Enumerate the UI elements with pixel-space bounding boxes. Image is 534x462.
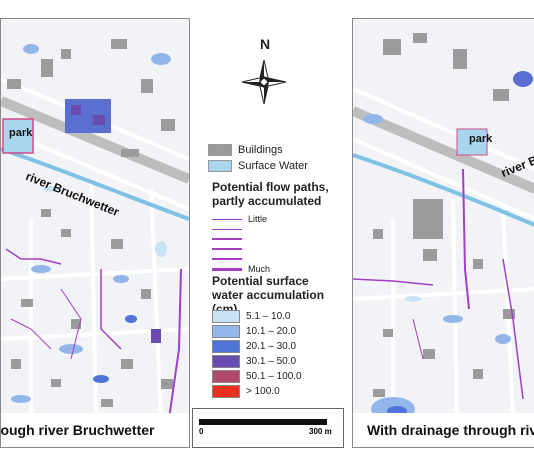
flow-level-row: [212, 224, 312, 234]
river-line: [1, 147, 189, 221]
surface-water-swatch: [208, 160, 232, 172]
buildings-swatch: [208, 144, 232, 156]
accum-class-row: 10.1 – 20.0: [212, 325, 296, 338]
flow-level-row: [212, 234, 312, 244]
legend-surface-water: Surface Water: [208, 160, 308, 172]
flow-title: Potential flow paths, partly accumulated: [212, 180, 329, 208]
north-arrow-icon: [241, 59, 287, 105]
flow-level-line: [212, 267, 242, 271]
accum-class-row: 30.1 – 50.0: [212, 355, 296, 368]
accum-class-label: > 100.0: [246, 386, 280, 397]
accum-class-row: 20.1 – 30.0: [212, 340, 296, 353]
surface-water-label: Surface Water: [238, 160, 308, 172]
accum-class-swatch: [212, 340, 240, 353]
accum-class-swatch: [212, 385, 240, 398]
legend-panel: N Buildings Surface Water Potential flow…: [190, 18, 350, 446]
flow-level-row: Much: [212, 264, 312, 274]
north-letter: N: [260, 36, 271, 52]
buildings-label: Buildings: [238, 144, 283, 156]
accum-class-swatch: [212, 370, 240, 383]
map-right-panel: park river Bruchwe With drainage through…: [352, 18, 534, 448]
flow-level-line: [212, 228, 242, 230]
accum-class-label: 30.1 – 50.0: [246, 356, 297, 367]
flow-level-row: Little: [212, 214, 312, 224]
map-left-canvas: [1, 19, 189, 447]
accum-class-row: 50.1 – 100.0: [212, 370, 302, 383]
accum-class-swatch: [212, 310, 240, 323]
river-line: [353, 153, 534, 227]
railway-band: [1, 96, 189, 184]
flow-level-row: [212, 254, 312, 264]
flow-level-label: Little: [248, 214, 268, 224]
accum-class-swatch: [212, 355, 240, 368]
accum-class-label: 5.1 – 10.0: [246, 311, 291, 322]
scale-bar-fill: [199, 419, 327, 425]
accum-class-row: 5.1 – 10.0: [212, 310, 290, 323]
legend-buildings: Buildings: [208, 144, 283, 156]
flow-level-label: Much: [248, 264, 271, 274]
park-label: park: [469, 133, 493, 145]
flow-level-row: [212, 244, 312, 254]
map-right-caption: With drainage through rive: [353, 413, 534, 447]
flow-level-line: [212, 248, 242, 250]
park-area: [456, 128, 488, 156]
scale-end-label: 300 m: [309, 427, 332, 436]
accum-class-label: 50.1 – 100.0: [246, 371, 302, 382]
accum-class-label: 10.1 – 20.0: [246, 326, 297, 337]
accum-class-row: > 100.0: [212, 385, 280, 398]
accum-class-label: 20.1 – 30.0: [246, 341, 297, 352]
flow-level-line: [212, 218, 242, 220]
accum-class-swatch: [212, 325, 240, 338]
park-label: park: [9, 127, 33, 139]
flow-level-line: [212, 257, 242, 261]
map-right-canvas: [353, 19, 534, 447]
park-area: [2, 118, 34, 154]
scale-start-label: 0: [199, 427, 204, 436]
map-left-panel: park river Bruchwetter rough river Bruch…: [0, 18, 190, 448]
map-left-caption: rough river Bruchwetter: [1, 413, 189, 447]
scale-bar: 0 300 m: [192, 408, 344, 448]
flow-level-line: [212, 238, 242, 240]
